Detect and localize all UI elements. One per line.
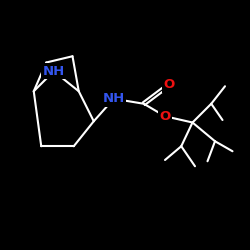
Text: NH: NH xyxy=(103,92,125,105)
Text: NH: NH xyxy=(42,65,65,78)
Text: O: O xyxy=(160,110,170,123)
Text: O: O xyxy=(163,78,174,92)
